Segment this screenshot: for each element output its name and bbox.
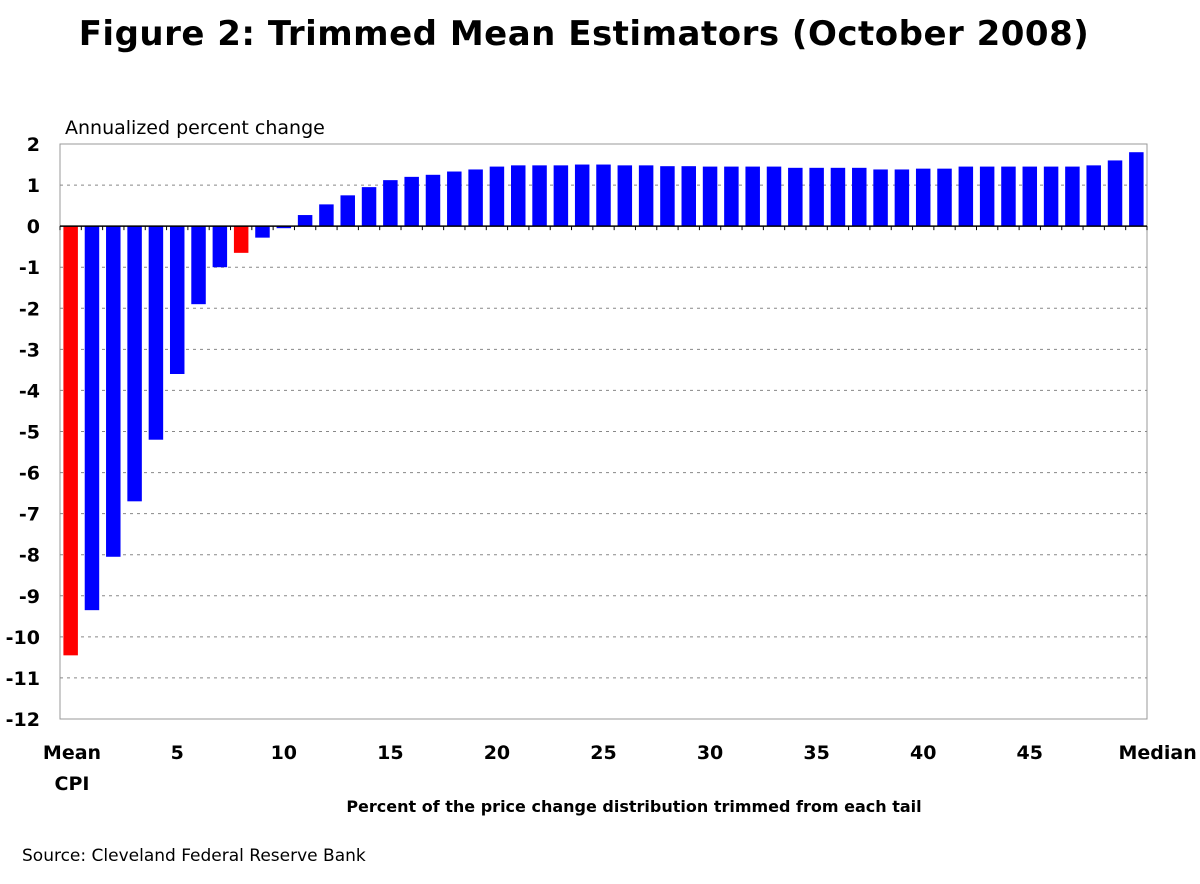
y-tick-label: 1 <box>27 175 40 197</box>
bar-1 <box>84 226 100 611</box>
y-tick-label: -9 <box>19 586 40 608</box>
bar-mean-cpi <box>63 226 78 656</box>
bar-42 <box>958 166 974 227</box>
bar-6 <box>191 226 206 305</box>
bar-50 <box>1129 152 1144 227</box>
source-note: Source: Cleveland Federal Reserve Bank <box>22 846 366 866</box>
bar-15 <box>383 180 398 227</box>
bar-2 <box>106 226 121 557</box>
chart-title: Figure 2: Trimmed Mean Estimators (Octob… <box>78 14 1090 54</box>
bars <box>59 152 1148 656</box>
x-tick-label: Mean <box>43 742 101 764</box>
bar-21 <box>511 165 526 227</box>
bar-46 <box>1043 166 1059 227</box>
bar-37 <box>852 167 867 227</box>
bar-47 <box>1065 166 1080 227</box>
y-tick-label: -10 <box>6 627 40 649</box>
bar-44 <box>1001 166 1016 227</box>
bar-34 <box>788 167 803 227</box>
bar-18 <box>447 171 462 227</box>
y-tick-label: -12 <box>6 709 40 731</box>
x-tick-label: Median <box>1119 742 1197 764</box>
y-tick-label: -8 <box>19 545 40 567</box>
y-tick-label: 0 <box>27 216 40 238</box>
bar-16 <box>404 176 419 227</box>
bar-23 <box>553 165 569 227</box>
bar-20 <box>489 166 505 227</box>
bar-10 <box>276 226 292 229</box>
bar-29 <box>681 166 696 227</box>
bar-5 <box>169 226 185 374</box>
bar-41 <box>937 168 952 227</box>
x-tick-label: 10 <box>271 742 297 764</box>
y-tick-label: -6 <box>19 463 40 485</box>
bar-48 <box>1086 165 1101 227</box>
bar-3 <box>127 226 142 502</box>
y-tick-label: 2 <box>27 134 40 156</box>
bar-22 <box>532 165 547 227</box>
x-tick-label: 20 <box>484 742 510 764</box>
y-tick-label: -1 <box>19 257 40 279</box>
bar-8 <box>233 226 249 253</box>
bar-25 <box>596 164 611 227</box>
bar-38 <box>873 169 888 227</box>
bar-49 <box>1107 160 1123 227</box>
y-tick-label: -4 <box>19 380 40 402</box>
x-tick-label: 45 <box>1017 742 1043 764</box>
bar-30 <box>702 166 718 227</box>
bar-31 <box>724 166 739 227</box>
bar-26 <box>617 165 633 227</box>
x-tick-label: 15 <box>377 742 403 764</box>
y-tick-label: -5 <box>19 422 40 444</box>
bar-9 <box>255 226 270 238</box>
y-tick-label: -2 <box>19 298 40 320</box>
x-tick-label: 25 <box>590 742 616 764</box>
x-tick-label: 35 <box>803 742 829 764</box>
x-tick-label: 40 <box>910 742 936 764</box>
x-axis-label: Percent of the price change distribution… <box>346 797 921 816</box>
x-tick-label: CPI <box>55 773 90 795</box>
bar-39 <box>894 169 910 227</box>
bar-40 <box>915 168 931 227</box>
bar-35 <box>809 167 824 227</box>
bar-14 <box>361 187 377 227</box>
bar-17 <box>425 174 441 227</box>
y-tick-label: -3 <box>19 339 40 361</box>
bar-33 <box>766 166 782 227</box>
y-tick-label: -7 <box>19 504 40 526</box>
bar-4 <box>148 226 164 440</box>
grid-lines <box>60 184 1147 679</box>
x-tick-label: 5 <box>171 742 184 764</box>
bar-13 <box>340 195 355 227</box>
y-axis-label: Annualized percent change <box>65 117 325 139</box>
bar-7 <box>212 226 228 268</box>
x-tick-labels: Mean CPI 5 10 15 20 25 30 35 40 45 Median <box>43 742 1197 795</box>
bar-32 <box>745 166 760 227</box>
x-tick-label: 30 <box>697 742 723 764</box>
bar-45 <box>1022 166 1038 227</box>
bar-27 <box>638 165 654 227</box>
bar-19 <box>468 169 483 227</box>
bar-43 <box>979 166 995 227</box>
bar-28 <box>660 166 675 227</box>
bar-24 <box>574 164 590 227</box>
y-tick-labels: 2 1 0 -1 -2 -3 -4 -5 -6 -7 -8 -9 -10 -11 -12 <box>6 134 40 731</box>
y-tick-label: -11 <box>6 668 40 690</box>
bar-36 <box>830 167 846 227</box>
bar-11 <box>297 215 313 227</box>
bar-12 <box>319 204 334 227</box>
